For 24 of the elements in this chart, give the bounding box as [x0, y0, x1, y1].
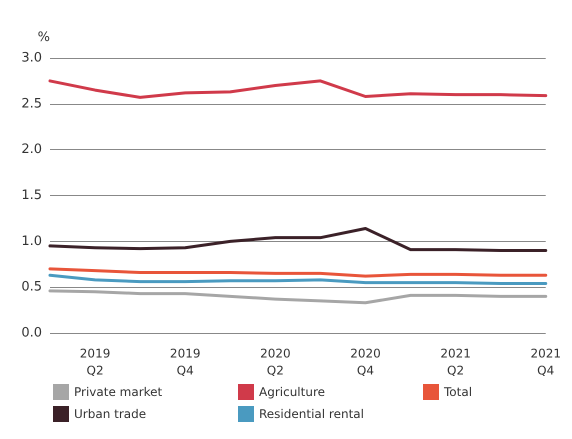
x-tick-label: 2019 Q4 — [170, 346, 200, 378]
legend-label: Total — [443, 385, 472, 399]
line-series — [48, 274, 548, 285]
x-tick-label: 2020 Q4 — [350, 346, 381, 378]
x-tick-label: 2021 Q4 — [530, 346, 562, 378]
x-tick-label: 2021 Q2 — [440, 346, 471, 378]
legend-label: Urban trade — [74, 407, 146, 421]
y-tick-label: 1.0 — [21, 234, 42, 249]
legend-label: Agriculture — [259, 385, 325, 399]
x-tick-label: 2020 Q2 — [260, 346, 291, 378]
y-tick-label: 2.5 — [21, 96, 42, 112]
y-tick-label: 0.0 — [21, 326, 42, 340]
line-series — [48, 79, 548, 99]
y-tick-label: 1.5 — [21, 188, 42, 203]
y-tick-label: 3.0 — [21, 50, 42, 66]
line-series — [48, 289, 548, 304]
line-series — [48, 227, 548, 252]
y-axis-title: % — [38, 30, 50, 45]
y-tick-label: 0.5 — [21, 280, 42, 295]
legend-label: Private market — [74, 385, 163, 399]
legend-label: Residential rental — [259, 407, 364, 421]
y-tick-label: 2.0 — [21, 142, 42, 158]
line-series — [48, 267, 548, 278]
x-tick-label: 2019 Q2 — [80, 346, 110, 378]
